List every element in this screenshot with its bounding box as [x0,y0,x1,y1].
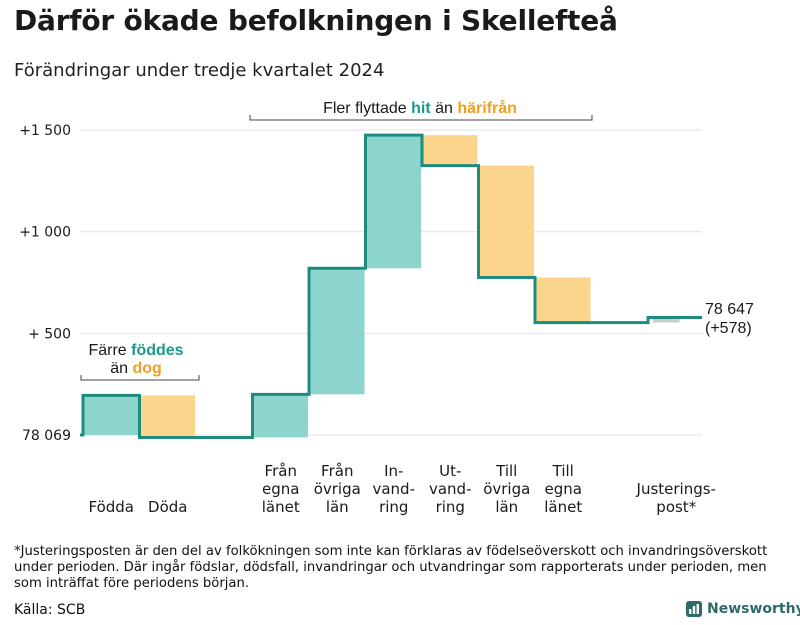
x-tick-label-line: länet [262,498,300,516]
y-tick-label: 78 069 [22,428,71,444]
y-axis-ticks: 78 069 + 500 +1 000 +1 500 [19,123,71,444]
migration-annotation-text: Fler flyttade hit än härifrån [323,99,517,117]
chart-subtitle: Förändringar under tredje kvartalet 2024 [14,60,385,81]
x-tick-label-line: övriga [314,480,361,498]
bar [253,394,308,438]
bar [423,135,478,166]
x-tick-label-line: län [495,498,518,516]
footnote: *Justeringsposten är den del av folkökni… [14,544,768,591]
x-tick-label-line: Från [265,462,297,480]
y-tick-label: +1 500 [19,123,71,139]
bars [84,135,680,438]
bar [140,395,195,438]
births-bracket [80,375,200,381]
x-tick-label-line: Från [321,462,353,480]
x-tick-label: Från övriga län [314,462,361,516]
x-tick-label: Justerings-post* [636,480,716,516]
chart-title: Därför ökade befolkningen i Skellefteå [14,4,618,37]
end-change-label: (+578) [705,320,752,337]
migration-text-a: Fler flyttade [323,100,411,117]
x-tick-label-line: länet [544,498,582,516]
migration-text-harifran: härifrån [457,99,517,117]
x-tick-label-line: egna [545,480,582,498]
x-tick-label-line: In- [384,462,403,480]
y-tick-label: +1 000 [19,225,71,241]
step-line [80,133,702,439]
x-tick-label: Döda [148,498,187,516]
migration-text-b: än [431,100,458,117]
x-tick-label-line: Födda [88,498,134,516]
bar [536,277,591,323]
x-tick-label-line: Till [495,462,517,480]
migration-bracket [249,115,593,121]
bar [366,135,421,269]
x-tick-label-line: ring [436,498,465,516]
bar [84,395,139,435]
x-tick-label-line: post* [656,498,696,516]
births-text-a: Färre [88,342,131,359]
cumulative-line [80,133,702,439]
bar [310,268,365,395]
x-tick-label: Till egna länet [544,462,582,516]
x-tick-label-line: övriga [483,480,530,498]
x-tick-label-line: ring [379,498,408,516]
x-tick-label: In-vand-ring [372,462,415,516]
x-tick-label-line: Döda [148,498,187,516]
births-annotation-line1: Färre föddes [88,342,183,359]
births-text-foddes: föddes [131,342,184,359]
x-tick-label-line: egna [262,480,299,498]
brand-name: Newsworthy [707,601,800,617]
x-tick-label-line: vand- [429,480,472,498]
x-tick-label: Ut-vand-ring [429,462,472,516]
brand-logo: Newsworthy [686,601,800,617]
births-text-dog: dog [132,360,161,377]
x-tick-label-line: Justerings- [636,480,716,498]
bar [653,317,680,323]
source-label: Källa: SCB [14,602,86,618]
x-tick-label: Födda [88,498,134,516]
x-tick-label: Från egna länet [262,462,300,516]
newsworthy-icon [686,601,702,617]
x-tick-label: Till övriga län [483,462,530,516]
births-annotation: Färre föddes än dog [80,342,200,381]
y-tick-label: + 500 [28,326,71,342]
births-text-b: än [110,360,132,377]
end-value-label: 78 647 [705,301,754,318]
births-annotation-line2: än dog [110,360,162,377]
x-tick-label-line: Ut- [439,462,461,480]
migration-annotation: Fler flyttade hit än härifrån [249,99,593,121]
x-tick-label-line: Till [552,462,574,480]
bar [479,165,534,278]
migration-text-hit: hit [411,100,431,117]
x-tick-label-line: län [326,498,349,516]
x-tick-label-line: vand- [372,480,415,498]
